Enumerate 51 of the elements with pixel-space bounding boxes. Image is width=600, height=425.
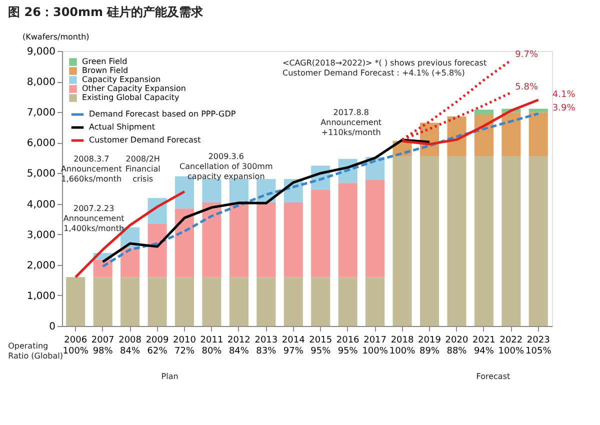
y-axis-title: (Kwafers/month) bbox=[22, 32, 90, 42]
legend-label: Customer Demand Forecast bbox=[89, 136, 201, 144]
annotation: 2008.3.7 Announcement 1,660ks/month bbox=[60, 154, 122, 184]
x-tick-label: 2019 89% bbox=[418, 336, 442, 356]
annotation: 2017.8.8 Announcement +110ks/month bbox=[320, 108, 382, 137]
x-tick-label: 2020 88% bbox=[445, 336, 468, 356]
annotation: 4.1% bbox=[552, 90, 576, 100]
x-tick-label: 2007 98% bbox=[91, 336, 114, 356]
y-tick-label: 7,000 bbox=[26, 108, 56, 119]
x-tick-label: 2014 97% bbox=[282, 336, 306, 356]
annotation: 9.7% bbox=[515, 50, 538, 60]
annotation: 2008/2H Financial crisis bbox=[125, 154, 160, 184]
annotation: 3.9% bbox=[552, 104, 576, 114]
y-tick-label: 9,000 bbox=[26, 46, 56, 58]
legend-label: Demand Forecast based on PPP-GDP bbox=[89, 110, 236, 118]
x-tick-label: 2023 105% bbox=[526, 336, 552, 356]
legend-label: Brown Field bbox=[82, 66, 128, 75]
legend-label: Green Field bbox=[82, 57, 128, 66]
x-tick-label: 2011 80% bbox=[200, 336, 224, 356]
x-tick-label: 2008 84% bbox=[118, 336, 142, 356]
y-tick-label: 1,000 bbox=[26, 290, 56, 302]
text: Plan bbox=[161, 372, 178, 381]
annotation: 2009.3.6 Cancellation of 300mm capacity expansion bbox=[180, 152, 273, 181]
x-tick-label: 2017 100% bbox=[362, 336, 388, 356]
x-tick-label: 2015 95% bbox=[309, 336, 332, 356]
text: Operating Ratio (Global) bbox=[8, 342, 63, 360]
annotation: <CAGR(2018→2022)> *( ) shows previous forecast Customer Demand Forecast : +4.1% (+5.8%) bbox=[282, 58, 487, 78]
legend-label: Other Capacity Expansion bbox=[82, 84, 186, 93]
x-tick-label: 2006 100% bbox=[62, 336, 89, 356]
y-tick-label: 6,000 bbox=[26, 138, 56, 150]
annotation: 5.8% bbox=[515, 82, 538, 93]
x-tick-label: 2012 84% bbox=[227, 336, 250, 356]
x-tick-label: 2022 100% bbox=[498, 336, 524, 356]
y-tick-label: 0 bbox=[49, 322, 56, 332]
x-tick-label: 2016 95% bbox=[336, 336, 360, 356]
x-tick-label: 2010 72% bbox=[173, 336, 196, 356]
annotation: 2007.2.23 Announcement 1,400ks/month bbox=[63, 204, 124, 233]
legend-label: Capacity Expansion bbox=[82, 75, 161, 84]
x-tick-label: 2018 100% bbox=[389, 336, 416, 356]
y-tick-label: 4,000 bbox=[26, 199, 56, 210]
y-tick-label: 8,000 bbox=[26, 77, 56, 88]
legend-label: Actual Shipment bbox=[89, 122, 155, 132]
y-tick-label: 3,000 bbox=[26, 230, 56, 241]
y-tick-label: 2,000 bbox=[26, 260, 56, 272]
y-tick-label: 5,000 bbox=[26, 168, 56, 180]
text: Forecast bbox=[476, 372, 510, 381]
chart-title: 图 26：300mm 硅片的产能及需求 bbox=[8, 5, 204, 19]
x-tick-label: 2013 83% bbox=[254, 336, 278, 356]
legend-label: Existing Global Capacity bbox=[82, 93, 180, 102]
x-tick-label: 2009 62% bbox=[146, 336, 170, 356]
x-tick-label: 2021 94% bbox=[472, 336, 496, 356]
